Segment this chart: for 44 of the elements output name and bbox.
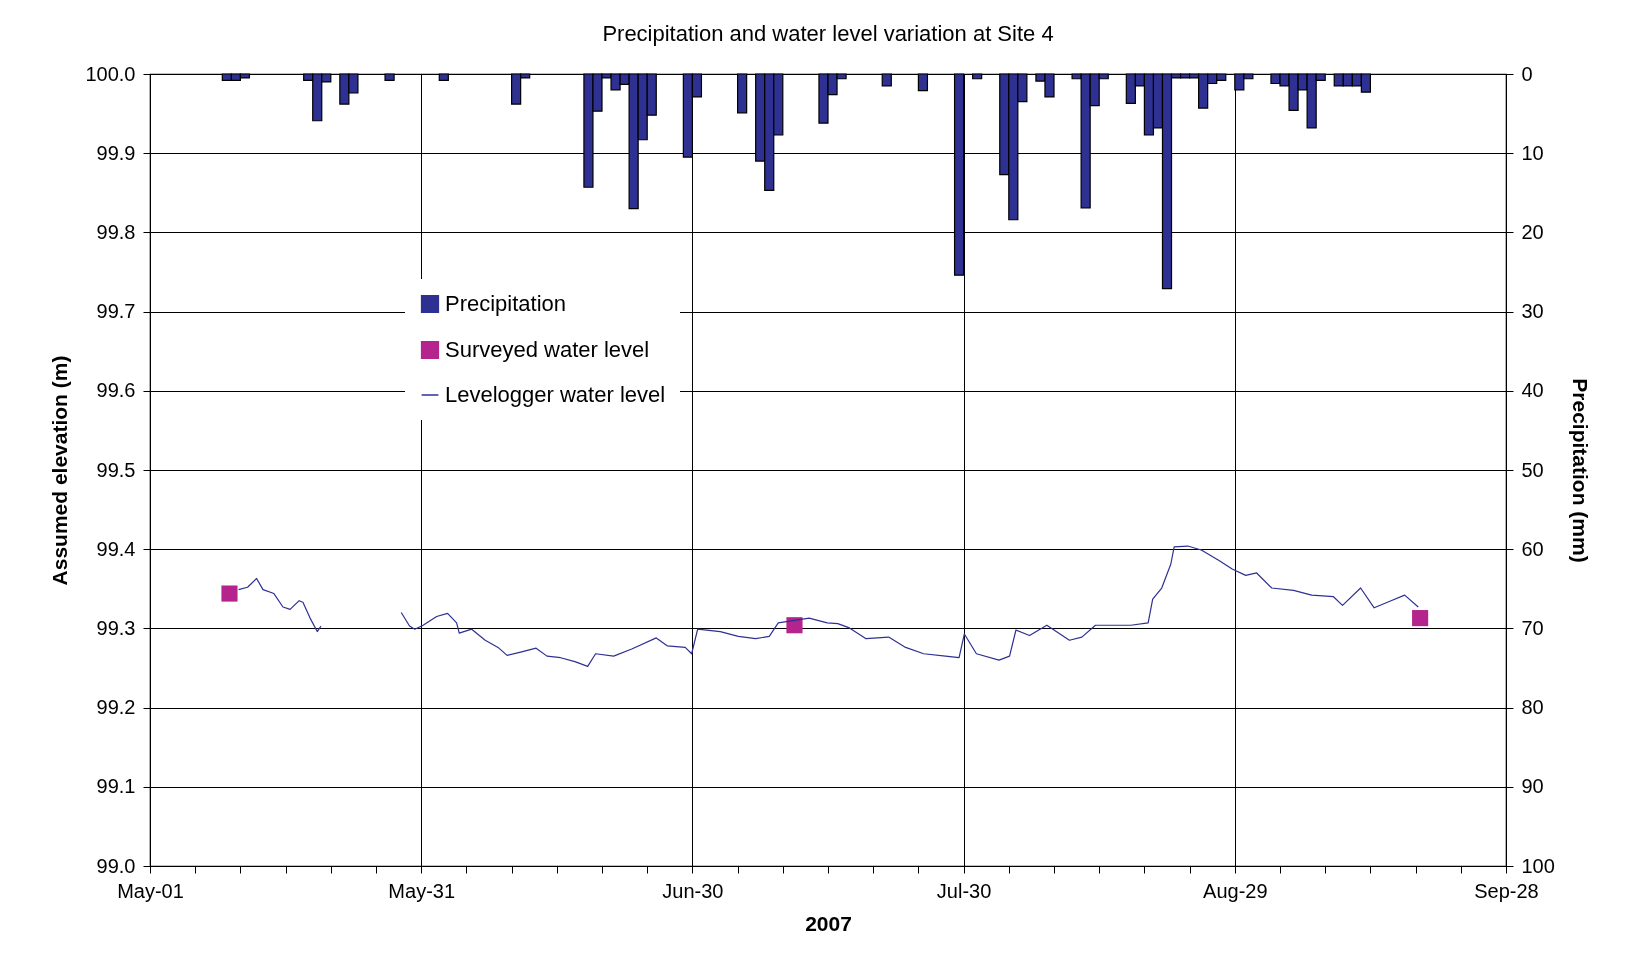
chart-title: Precipitation and water level variation at Site 4 <box>602 21 1054 46</box>
y-tick-label: 100.0 <box>85 62 136 85</box>
x-tick-label: Sep-28 <box>1474 879 1539 902</box>
x-axis-title: 2007 <box>805 911 852 935</box>
y2-tick-label: 10 <box>1521 141 1544 164</box>
y-tick-label: 99.0 <box>96 854 136 877</box>
x-tick-label: May-01 <box>117 879 184 902</box>
bar <box>881 73 892 87</box>
x-tick-label: May-31 <box>388 879 456 902</box>
y2-tick-label: 100 <box>1521 854 1555 877</box>
y2-tick-label: 30 <box>1521 300 1544 323</box>
bar <box>737 73 748 114</box>
y-tick-label: 99.1 <box>96 775 136 798</box>
y-tick-label: 99.2 <box>96 696 136 719</box>
legend-label: Precipitation <box>445 291 567 316</box>
y2-tick-label: 20 <box>1521 220 1544 243</box>
point <box>221 585 238 602</box>
bar <box>438 73 449 81</box>
y2-tick-label: 50 <box>1521 458 1544 481</box>
y-tick-label: 99.3 <box>96 616 136 639</box>
y2-tick-label: 60 <box>1521 537 1544 560</box>
y-tick-label: 99.6 <box>96 379 136 402</box>
y-tick-label: 99.8 <box>96 220 136 243</box>
legend-label: Levelogger water level <box>445 382 666 407</box>
y-tick-label: 99.9 <box>96 141 136 164</box>
y2-tick-label: 70 <box>1521 616 1544 639</box>
y-axis-title: Assumed elevation (m) <box>48 355 72 586</box>
y2-tick-label: 80 <box>1521 696 1544 719</box>
point <box>1412 610 1429 627</box>
x-tick-label: Aug-29 <box>1203 879 1268 902</box>
y-tick-label: 99.7 <box>96 300 136 323</box>
x-tick-label: Jul-30 <box>936 879 992 902</box>
bar <box>972 73 983 80</box>
x-tick-label: Jun-30 <box>662 879 724 902</box>
y2-tick-label: 90 <box>1521 775 1544 798</box>
y2-tick-label: 0 <box>1521 62 1533 85</box>
bar <box>384 73 395 81</box>
y2-tick-label: 40 <box>1521 379 1544 402</box>
point <box>786 617 803 634</box>
y-tick-label: 99.5 <box>96 458 136 481</box>
legend-label: Surveyed water level <box>445 337 650 362</box>
y2-axis-title: Precipitation (mm) <box>1568 378 1592 563</box>
y-tick-label: 99.4 <box>96 537 136 560</box>
bar <box>917 73 929 92</box>
